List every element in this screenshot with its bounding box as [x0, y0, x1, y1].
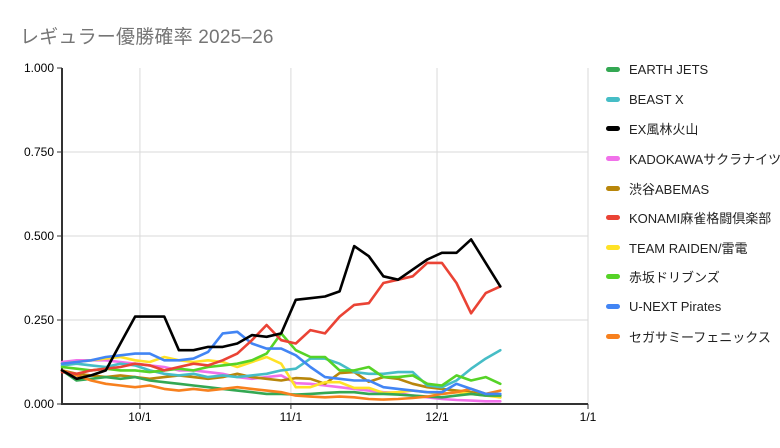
- legend-swatch-icon: [606, 67, 620, 73]
- legend-label: BEAST X: [629, 91, 684, 107]
- legend-label: EARTH JETS: [629, 62, 709, 78]
- legend-swatch-icon: [606, 215, 620, 221]
- legend-swatch-icon: [606, 185, 620, 191]
- legend-label: 渋谷ABEMAS: [629, 181, 710, 197]
- legend-item-team-raiden[interactable]: TEAM RAIDEN/雷電: [606, 233, 776, 263]
- y-tick-label: 0.750: [23, 145, 54, 159]
- series-line-8: [60, 330, 502, 396]
- x-tick-label: 12/1: [425, 410, 449, 424]
- legend-swatch-icon: [606, 274, 620, 280]
- series-line-9: [60, 369, 502, 401]
- series-line-1: [60, 348, 502, 389]
- y-tick-label: 0.000: [23, 397, 54, 411]
- y-tick-label: 0.250: [23, 313, 54, 327]
- legend-item-konami[interactable]: KONAMI麻雀格闘倶楽部: [606, 203, 776, 233]
- legend-item-unext-pirates[interactable]: U-NEXT Pirates: [606, 292, 776, 322]
- legend-label: KONAMI麻雀格闘倶楽部: [629, 211, 772, 227]
- legend-label: TEAM RAIDEN/雷電: [629, 240, 748, 256]
- legend-swatch-icon: [606, 244, 620, 250]
- legend-swatch-icon: [606, 156, 620, 162]
- y-tick-label: 0.500: [23, 229, 54, 243]
- legend-item-earth-jets[interactable]: EARTH JETS: [606, 55, 776, 85]
- x-tick-label: 10/1: [128, 410, 152, 424]
- legend-item-segasammy-phoenix[interactable]: セガサミーフェニックス: [606, 321, 776, 351]
- chart-legend: EARTH JETS BEAST X EX風林火山 KADOKAWAサクラナイツ…: [606, 55, 780, 351]
- legend-item-kadokawa-sakura-knights[interactable]: KADOKAWAサクラナイツ: [606, 144, 780, 174]
- legend-swatch-icon: [606, 126, 620, 132]
- legend-swatch-icon: [606, 333, 620, 339]
- legend-swatch-icon: [606, 304, 620, 310]
- legend-item-akasaka-drivens[interactable]: 赤坂ドリブンズ: [606, 262, 776, 292]
- legend-label: セガサミーフェニックス: [629, 329, 771, 345]
- legend-label: KADOKAWAサクラナイツ: [629, 152, 780, 168]
- x-tick-label: 1/1: [579, 410, 597, 424]
- legend-item-ex-furinkazan[interactable]: EX風林火山: [606, 114, 776, 144]
- legend-label: U-NEXT Pirates: [629, 299, 722, 315]
- chart-title: レギュラー優勝確率 2025–26: [20, 27, 274, 48]
- y-tick-label: 1.000: [23, 61, 54, 75]
- x-tick-label: 11/1: [279, 410, 303, 424]
- series-line-2: [60, 238, 502, 381]
- legend-label: EX風林火山: [629, 122, 699, 138]
- series-line-5: [60, 261, 502, 376]
- legend-label: 赤坂ドリブンズ: [629, 270, 720, 286]
- legend-item-shibuya-abemas[interactable]: 渋谷ABEMAS: [606, 173, 776, 203]
- legend-item-beast-x[interactable]: BEAST X: [606, 85, 776, 115]
- legend-swatch-icon: [606, 96, 620, 102]
